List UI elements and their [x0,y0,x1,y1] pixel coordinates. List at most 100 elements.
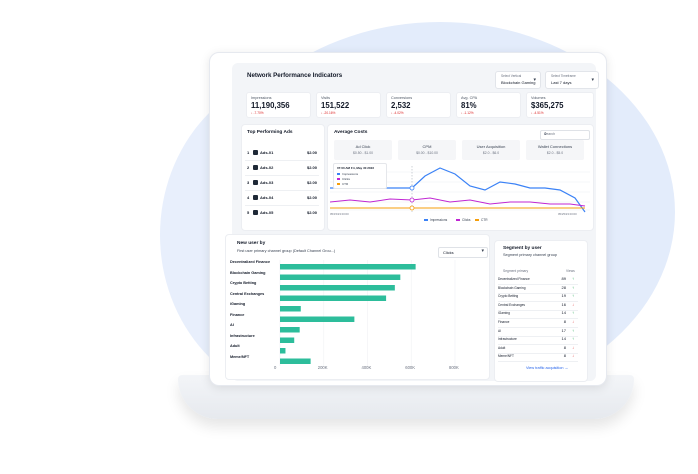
cost-tile-ad-click: Ad Click $0.50 - $1.00 [334,140,392,160]
bar[interactable] [280,337,295,344]
segment-views: 8 [563,319,566,324]
legend-clicks[interactable]: Clicks [456,218,471,222]
segment-row[interactable]: AI 17 ↑ [498,328,576,337]
metric-select[interactable]: Clicks ▾ [438,247,488,258]
segment-column-header: Segment primary [503,269,529,273]
segment-views: 89 [561,276,566,281]
kpi-label: Avg. CPA [461,96,478,100]
timeframe-select-label: Select Timeframe [551,74,576,78]
segment-row[interactable]: Central Exchanges 16 ↓ [498,302,576,311]
segment-row[interactable]: Infrastructure 14 ↑ [498,336,576,345]
search-input[interactable]: Search ⌕ [540,130,590,140]
kpi-card-volumes: Volumes $365,275 ↓ -4.51% [526,92,594,118]
cost-range: $2.0 - $5.0 [546,151,564,155]
chevron-down-icon: ▾ [591,77,594,83]
ad-row[interactable]: 5 Ads-05 $2.00 [247,209,317,219]
bar[interactable] [280,348,286,354]
ad-price: $2.00 [306,150,317,155]
ad-thumbnail-icon [253,150,258,155]
vertical-select-label: Select Vertical [501,74,522,78]
ad-row[interactable]: 2 Ads-02 $2.00 [247,164,317,174]
page-title: Network Performance Indicators [247,72,343,79]
trend-arrow-icon: ↓ [572,319,574,324]
segment-row[interactable]: Meme/NFT 8 ↓ [498,353,576,362]
segment-name: iGaming [498,311,510,316]
bar[interactable] [280,327,300,333]
kpi-value: 151,522 [321,101,350,110]
segment-name: Crypto Betting [498,294,519,299]
ad-row[interactable]: 1 Ads-01 $2.00 [247,149,317,159]
ad-rank: 1 [247,150,250,155]
timeframe-select[interactable]: Select Timeframe Last 7 days ▾ [545,71,599,89]
tooltip-item: Impressions [337,172,358,176]
cost-range: $0.00 - $10.00 [416,151,438,155]
segment-row[interactable]: Decentralized Finance 89 ↑ [498,276,576,285]
ad-rank: 3 [247,180,250,185]
bar-category-label: Blockchain Gaming [230,270,266,275]
cost-tile-user-acquisition: User Acquisition $2.0 - $6.0 [462,140,520,160]
divider [498,327,578,328]
trend-arrow-icon: ↑ [572,336,574,342]
ad-price: $2.00 [306,195,317,200]
view-traffic-acquisition-link[interactable]: View traffic acquisition → [526,366,569,370]
segment-card [494,240,588,382]
series-clicks-line [330,197,586,207]
kpi-label: Volumes [531,96,546,100]
search-placeholder: Search [544,132,556,136]
segment-row[interactable]: Finance 8 ↓ [498,319,576,328]
bar-category-label: Adult [230,344,240,348]
segment-views: 8 [563,344,566,350]
segment-title: Segment by user [503,246,542,251]
legend-label: Impressions [430,218,448,222]
legend-ctr[interactable]: CTR [475,218,488,222]
segment-row[interactable]: iGaming 14 ↑ [498,310,576,319]
ad-row[interactable]: 3 Ads-03 $2.00 [247,179,317,189]
x-tick-label: 200K [317,365,328,370]
kpi-value: 2,532 [391,101,411,110]
segment-row[interactable]: Blockchain Gaming 28 ↑ [498,285,576,294]
divider [245,205,319,206]
ad-row[interactable]: 4 Ads-04 $2.00 [247,194,317,204]
kpi-value: 11,190,356 [251,101,290,110]
segment-row[interactable]: Crypto Betting 19 ↑ [498,293,576,302]
cost-tile-wallet-connections: Wallet Connections $2.0 - $5.0 [526,140,584,160]
vertical-select[interactable]: Select Vertical Blockchain Gaming ▾ [495,71,541,89]
new-user-bar-chart [279,260,456,366]
bar[interactable] [280,285,395,291]
bar[interactable] [280,306,301,312]
segment-row[interactable]: Adult 8 ↓ [498,345,576,354]
ad-rank: 4 [247,195,250,200]
kpi-card-conversions: Conversions 2,532 ↓ -4.02% [386,92,451,118]
bar[interactable] [280,295,387,302]
kpi-delta: ↓ -4.02% [391,111,404,115]
kpi-delta: ↓ -4.51% [531,111,544,115]
bar[interactable] [280,274,401,281]
chart-subtitle: First user primary channel group (Defaul… [237,249,336,253]
trend-arrow-icon: ↑ [572,310,574,316]
kpi-delta: ↓ -7.70% [251,111,264,115]
legend-impressions[interactable]: Impressions [424,218,447,222]
tooltip-item-label: CTR [342,182,349,186]
kpi-label: Impressions [251,96,272,100]
bar-category-label: Infrastructure [230,333,255,338]
x-tick-label: 0 [274,365,277,370]
segment-name: Meme/NFT [498,354,514,359]
bar-category-label: Crypto Betting [230,281,257,285]
bar[interactable] [280,358,311,365]
segment-name: Adult [498,345,506,350]
tooltip-item-label: Impressions [342,172,359,176]
kpi-card-avg-cpa: Avg. CPA 81% ↓ -1.12% [456,92,521,118]
trend-arrow-icon: ↑ [572,276,574,281]
average-costs-title: Average Costs [334,130,368,135]
cost-tile-cpm: CPM $0.00 - $10.00 [398,140,456,160]
kpi-value: $365,275 [531,101,564,110]
bar[interactable] [280,264,416,270]
bar[interactable] [280,316,355,323]
ad-name: Ads-04 [260,195,274,200]
bar-category-label: AI [230,323,234,327]
segment-views: 16 [561,301,566,307]
bar-category-label: iGaming [230,302,246,306]
divider [498,309,578,311]
cost-title: User Acquisition [476,144,506,149]
ad-price: $2.00 [306,210,317,215]
